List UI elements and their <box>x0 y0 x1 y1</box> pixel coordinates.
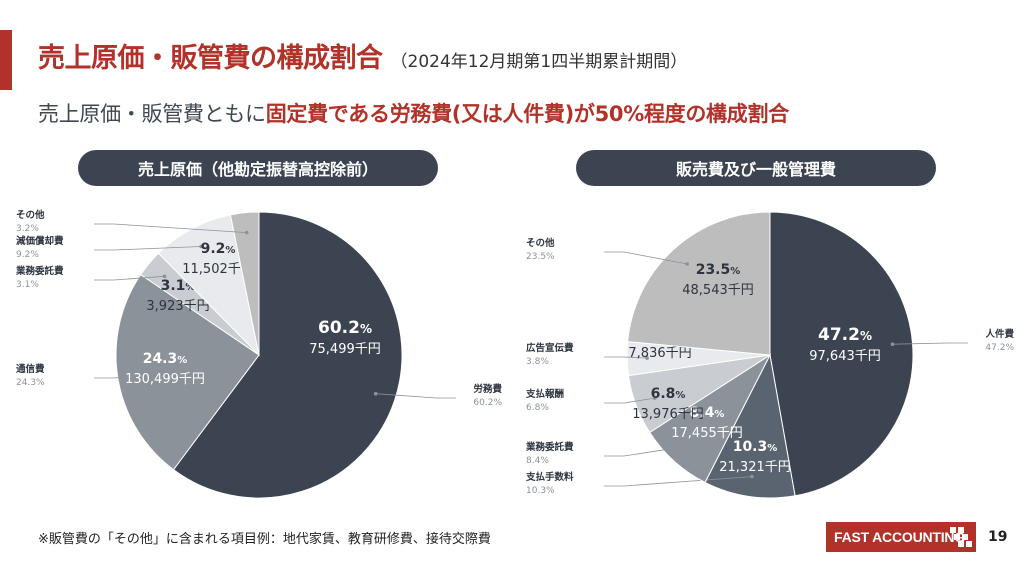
outer-label: 支払手数料 <box>525 471 574 483</box>
data-label-percent: 47.2% <box>818 325 872 345</box>
leader-dot <box>750 474 754 479</box>
leader-dot <box>162 274 167 279</box>
data-label-percent: 10.3% <box>733 439 778 455</box>
footnote: ※販管費の「その他」に含まれる項目例：地代家賃、教育研修費、接待交際費 <box>38 532 491 547</box>
page-title-main: 売上原価・販管費の構成割合 <box>38 43 383 74</box>
data-label-percent: 8.4% <box>690 405 725 421</box>
data-label-amount: 21,321千円 <box>719 460 791 475</box>
outer-label: 支払報酬 <box>525 388 564 400</box>
chart-title-cogs: 売上原価（他勘定振替高控除前） <box>78 150 438 186</box>
leader-dot <box>890 342 895 347</box>
pie-slice <box>627 211 771 356</box>
outer-percent: 60.2% <box>473 398 502 408</box>
outer-label: 人件費 <box>985 328 1014 340</box>
data-label-amount: 17,455千円 <box>671 426 743 441</box>
outer-label: 広告宣伝費 <box>526 342 574 354</box>
brand-mark-icon <box>950 527 972 547</box>
pie-slice <box>172 211 403 499</box>
leader-line <box>604 251 688 265</box>
title-accent-bar <box>0 30 12 90</box>
outer-label: 業務委託費 <box>525 441 574 453</box>
data-label-percent: 6.8% <box>651 386 686 402</box>
page-title-period: （2024年12月期第1四半期累計期間） <box>390 52 688 72</box>
page-number: 19 <box>988 529 1008 545</box>
page-title: 売上原価・販管費の構成割合 （2024年12月期第1四半期累計期間） <box>38 36 687 75</box>
leader-dot <box>653 396 657 400</box>
data-label-percent: 9.2% <box>201 241 236 257</box>
data-label-amount: 3,923千円 <box>146 299 209 314</box>
data-label-amount: 7,836千円 <box>628 346 691 361</box>
data-label-amount: 130,499千円 <box>125 372 205 387</box>
subtitle-highlight: 固定費である労務費(又は人件費)が50%程度の構成割合 <box>265 102 789 126</box>
outer-percent: 23.5% <box>526 252 555 262</box>
leader-dot <box>645 356 649 360</box>
outer-percent: 6.8% <box>526 403 549 413</box>
leader-dot <box>685 444 690 449</box>
page-subtitle: 売上原価・販管費ともに固定費である労務費(又は人件費)が50%程度の構成割合 <box>38 98 789 128</box>
leader-line <box>604 445 688 457</box>
leader-line <box>94 375 138 379</box>
data-label-amount: 97,643千円 <box>809 349 881 364</box>
outer-label: 減価償却費 <box>16 235 64 247</box>
subtitle-prefix: 売上原価・販管費ともに <box>38 102 266 126</box>
leader-dot <box>373 391 378 396</box>
outer-percent: 24.3% <box>16 378 45 388</box>
leader-line <box>604 397 655 404</box>
outer-percent: 8.4% <box>526 456 549 466</box>
outer-label: その他 <box>526 237 555 249</box>
leader-dot <box>685 262 689 266</box>
chart-title-sga: 販売費及び一般管理費 <box>576 150 936 186</box>
data-label-percent: 60.2% <box>318 318 372 338</box>
data-label-amount: 13,976千円 <box>632 407 704 422</box>
leader-dot <box>199 244 203 249</box>
outer-label: その他 <box>16 209 45 221</box>
leader-line <box>375 393 456 399</box>
leader-line <box>94 223 247 233</box>
outer-percent: 3.2% <box>16 224 39 234</box>
outer-percent: 47.2% <box>985 343 1014 353</box>
data-label-amount: 75,499千円 <box>309 342 381 357</box>
brand-logo-text: FAST ACCOUNTING <box>834 529 966 545</box>
outer-percent: 3.8% <box>526 357 549 367</box>
leader-line <box>892 342 968 345</box>
data-label-amount: 48,543千円 <box>682 283 754 298</box>
pie-slice <box>115 273 260 471</box>
data-label-percent: 24.3% <box>143 351 188 367</box>
outer-label: 業務委託費 <box>15 265 64 277</box>
leader-dot <box>244 230 249 235</box>
leader-line <box>94 246 202 251</box>
pie-slice <box>229 211 260 356</box>
leader-line <box>604 356 648 359</box>
pie-slice <box>769 211 914 497</box>
outer-percent: 3.1% <box>16 280 39 290</box>
data-label-amount: 11,502千円 <box>182 262 254 277</box>
data-label-percent: 23.5% <box>696 262 741 278</box>
brand-logo: FAST ACCOUNTING <box>826 522 976 552</box>
outer-label: 労務費 <box>473 383 502 395</box>
outer-percent: 9.2% <box>16 250 39 260</box>
outer-label: 通信費 <box>16 363 45 375</box>
pie-slice <box>704 353 796 499</box>
outer-percent: 10.3% <box>526 486 555 496</box>
leader-line <box>94 275 165 281</box>
leader-line <box>604 476 752 487</box>
leader-dot <box>135 373 140 378</box>
